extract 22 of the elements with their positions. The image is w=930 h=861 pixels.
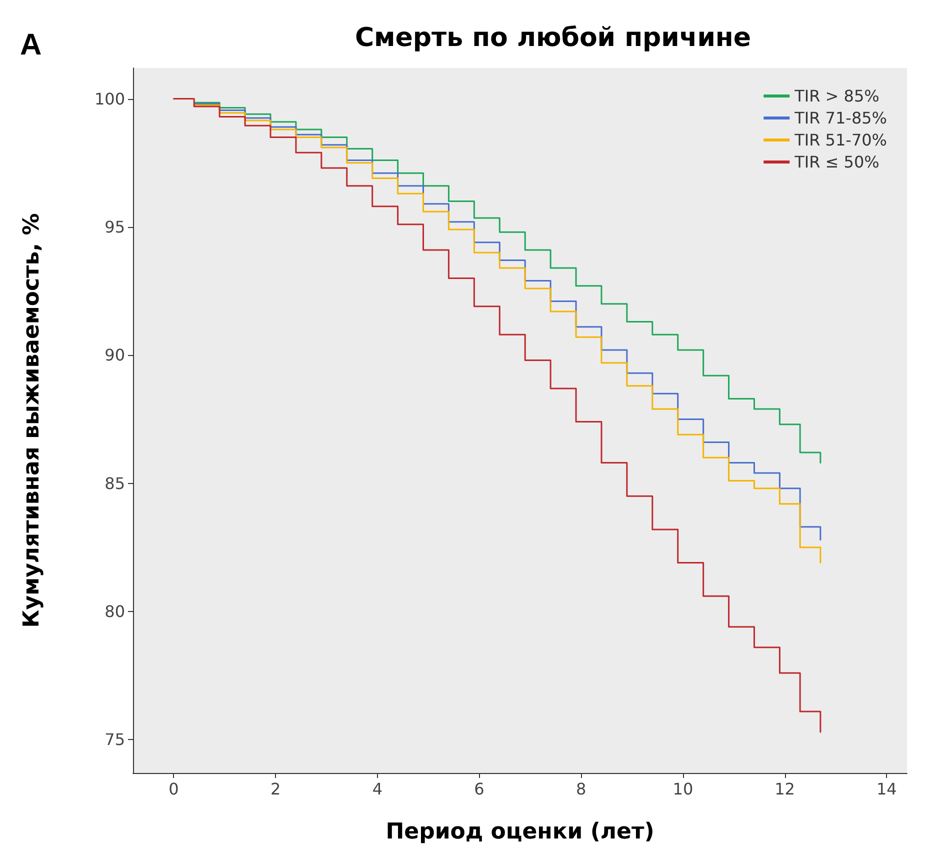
y-tick-label: 85 xyxy=(104,474,125,493)
x-tick-label: 14 xyxy=(876,780,897,798)
legend-label: TIR 71-85% xyxy=(794,108,887,128)
x-tick-label: 6 xyxy=(474,780,484,798)
chart-title: Смерть по любой причине xyxy=(354,23,752,53)
y-tick-label: 95 xyxy=(104,217,125,236)
x-tick-label: 4 xyxy=(372,780,383,798)
y-axis-title: Кумулятивная выживаемость, % xyxy=(20,213,44,628)
x-tick-label: 2 xyxy=(270,780,281,798)
x-axis-title: Период оценки (лет) xyxy=(386,820,654,844)
y-tick-label: 90 xyxy=(104,346,125,365)
text: A xyxy=(20,28,42,62)
x-tick-label: 8 xyxy=(576,780,586,798)
y-tick-label: 100 xyxy=(94,89,125,108)
x-tick-label: 0 xyxy=(168,780,179,798)
legend-label: TIR > 85% xyxy=(794,86,880,106)
legend-label: TIR ≤ 50% xyxy=(794,152,880,172)
y-tick-label: 80 xyxy=(104,602,125,621)
x-tick-label: 10 xyxy=(672,780,694,798)
x-tick-label: 12 xyxy=(774,780,795,798)
legend-label: TIR 51-70% xyxy=(794,130,887,150)
y-tick-label: 75 xyxy=(104,730,125,750)
